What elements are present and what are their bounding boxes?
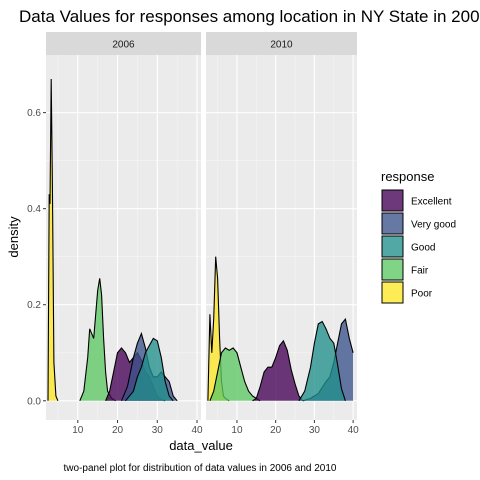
density-area-good [298, 321, 346, 401]
density-area-excellent [252, 340, 303, 401]
density-line-fair [209, 347, 261, 402]
y-axis: 0.0 0.2 0.4 0.6 [27, 108, 46, 407]
legend-key-very-good [381, 212, 404, 235]
density-area-fair [79, 278, 116, 401]
legend-key-good [381, 235, 404, 258]
y-tick-label: 0.4 [27, 204, 41, 215]
x-tick-label: 40 [191, 425, 203, 436]
x-tick-label: 10 [231, 425, 243, 436]
legend-key-excellent [381, 189, 404, 212]
density-area-poor [207, 256, 230, 401]
legend-key-poor [381, 281, 404, 304]
legend-label: Fair [411, 266, 429, 277]
legend-label: Good [411, 243, 435, 254]
panel-2010-label: 2010 [270, 40, 293, 51]
legend-title: response [381, 169, 434, 184]
panel-2006-strip [46, 32, 201, 55]
density-line-good [298, 320, 346, 402]
legend-key-fair [381, 258, 404, 281]
panel-2006-label: 2006 [112, 40, 135, 51]
panel-2006-density-curves [47, 78, 178, 402]
legend: response Excellent Very good Good Fair Poor [381, 169, 456, 304]
chart-caption: two-panel plot for distribution of data … [64, 463, 337, 474]
chart-title: Data Values for responses among location… [19, 7, 480, 26]
density-area-good [125, 338, 174, 401]
panel-2010-x-axis: 10 20 30 40 [231, 420, 359, 436]
legend-label: Excellent [411, 197, 452, 208]
legend-label: Very good [411, 220, 456, 231]
x-tick-label: 10 [72, 425, 84, 436]
y-tick-label: 0.0 [27, 396, 41, 407]
x-tick-label: 30 [152, 425, 164, 436]
x-axis-title: data_value [169, 438, 233, 453]
density-line-excellent [252, 339, 304, 402]
y-axis-title: density [6, 216, 21, 258]
panel-2010-strip [206, 32, 357, 55]
panel-2010-density-curves [207, 256, 354, 402]
density-area-fair [209, 348, 261, 401]
density-line-good [125, 337, 174, 402]
x-tick-label: 20 [270, 425, 282, 436]
density-line-fair [79, 278, 116, 402]
density-line-poor [47, 78, 59, 402]
x-tick-label: 20 [112, 425, 124, 436]
x-tick-label: 30 [309, 425, 321, 436]
x-tick-label: 40 [348, 425, 360, 436]
y-tick-label: 0.2 [27, 300, 41, 311]
panel-2006-x-axis: 10 20 30 40 [72, 420, 203, 436]
legend-label: Poor [411, 289, 433, 300]
y-tick-label: 0.6 [27, 108, 41, 119]
